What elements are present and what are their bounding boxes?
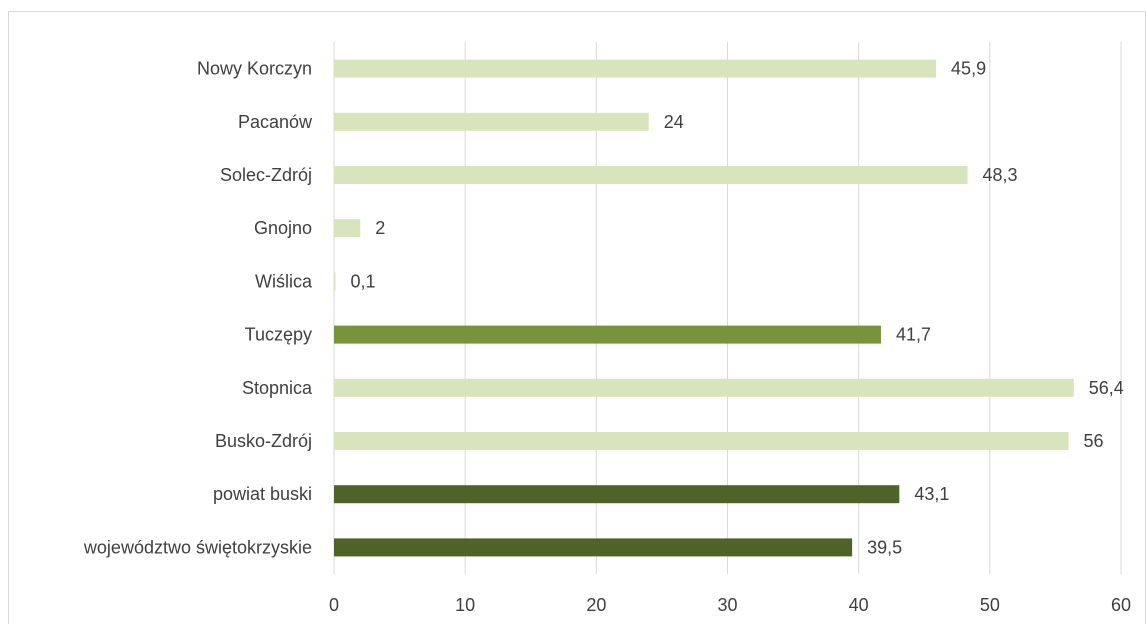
bar — [334, 325, 881, 344]
x-tick-label: 30 — [717, 595, 737, 615]
chart-frame — [8, 11, 1146, 624]
data-label: 2 — [375, 218, 385, 238]
data-label: 41,7 — [896, 325, 931, 345]
x-tick-label: 20 — [586, 595, 606, 615]
data-label: 45,9 — [951, 59, 986, 79]
bar — [334, 219, 361, 238]
data-labels: 45,9 24 48,3 2 0,1 41,7 56,4 56 43,1 39,5 — [351, 59, 1124, 558]
x-tick-label: 60 — [1111, 595, 1131, 615]
data-label: 0,1 — [351, 271, 376, 291]
bar — [334, 112, 649, 131]
category-label: Stopnica — [242, 378, 313, 398]
category-labels: Nowy Korczyn Pacanów Solec-Zdrój Gnojno Wiśl… — [83, 59, 313, 558]
data-label: 56 — [1084, 431, 1104, 451]
x-axis-tick-labels: 0 10 20 30 40 50 60 — [329, 595, 1131, 615]
bar — [334, 432, 1069, 450]
category-label: Tuczępy — [245, 325, 312, 345]
category-label: Pacanów — [238, 112, 313, 132]
category-label: Nowy Korczyn — [197, 59, 312, 79]
data-label: 39,5 — [867, 537, 902, 557]
bar — [334, 272, 336, 291]
data-label: 24 — [664, 112, 684, 132]
data-label: 56,4 — [1089, 378, 1124, 398]
category-label: Gnojno — [254, 218, 312, 238]
bar — [334, 538, 853, 557]
category-label: Wiślica — [255, 271, 313, 291]
data-label: 43,1 — [914, 484, 949, 504]
bars — [334, 59, 1074, 557]
bar — [334, 378, 1074, 397]
category-label: powiat buski — [213, 484, 312, 504]
category-label: Busko-Zdrój — [215, 431, 312, 451]
x-tick-label: 10 — [455, 595, 475, 615]
category-label: województwo świętokrzyskie — [83, 537, 312, 557]
data-label: 48,3 — [983, 165, 1018, 185]
bar — [334, 59, 937, 78]
x-tick-label: 0 — [329, 595, 339, 615]
bar — [334, 166, 968, 184]
x-tick-label: 50 — [980, 595, 1000, 615]
bar — [334, 485, 900, 504]
category-label: Solec-Zdrój — [220, 165, 312, 185]
x-tick-label: 40 — [849, 595, 869, 615]
